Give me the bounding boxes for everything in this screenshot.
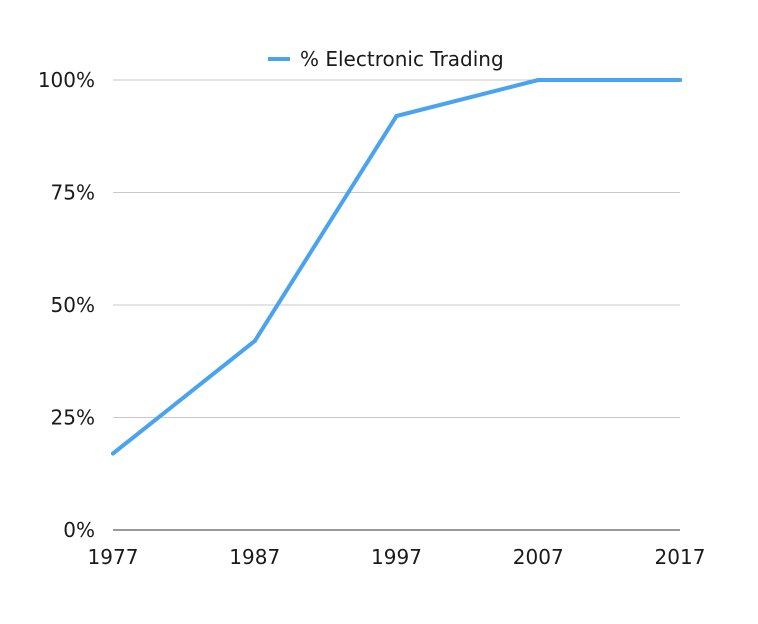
data-point [394,114,399,118]
series-group [111,78,682,456]
x-tick-label: 1997 [371,545,422,569]
y-tick-label: 100% [38,68,95,92]
data-point [111,451,115,456]
data-point [252,339,257,343]
legend-label: % Electronic Trading [300,47,504,71]
x-tick-label: 1977 [88,545,139,569]
y-tick-label: 75% [51,181,95,205]
y-tick-label: 50% [51,293,95,317]
y-tick-label: 0% [63,518,95,542]
grid [113,79,680,531]
x-tick-label: 2007 [513,545,564,569]
data-point [678,78,682,82]
x-tick-label: 2017 [655,545,706,569]
data-point [536,78,541,82]
y-tick-label: 25% [51,406,95,430]
x-tick-label: 1987 [229,545,280,569]
y-axis-ticks: 0% 25% 50% 75% 100% [38,68,95,542]
x-axis-ticks: 1977 1987 1997 2007 2017 [88,545,706,569]
series-line [111,78,682,456]
legend: % Electronic Trading [268,47,504,71]
